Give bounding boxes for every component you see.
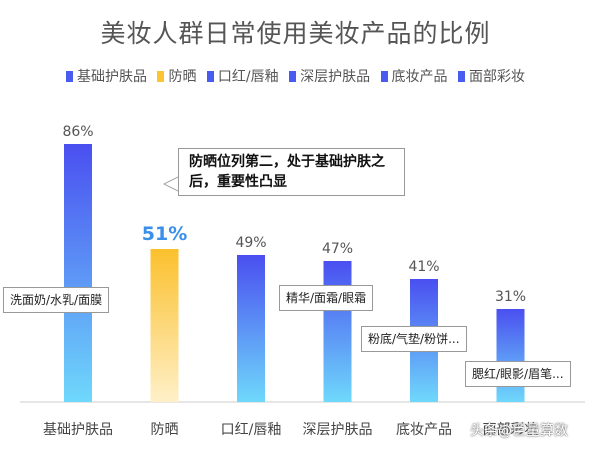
legend-swatch — [157, 71, 165, 82]
legend-item: 面部彩妆 — [457, 66, 525, 86]
category-label-3: 深层护肤品 — [303, 422, 373, 438]
legend-label: 防晒 — [168, 69, 197, 85]
bar-0 — [64, 144, 92, 402]
annotation-base-makeup: 粉底/气垫/粉饼... — [361, 326, 467, 352]
category-label-4: 底妆产品 — [396, 422, 452, 438]
annotation-deep-skincare: 精华/面霜/眼霜 — [279, 285, 374, 311]
legend-item: 基础护肤品 — [66, 66, 147, 86]
category-label-2: 口红/唇釉 — [221, 422, 282, 438]
value-label-2: 49% — [235, 235, 266, 251]
category-label-5: 面部彩妆 — [483, 422, 539, 438]
chart-legend: 基础护肤品 防晒 口红/唇釉 深层护肤品 底妆产品 面部彩妆 — [0, 66, 591, 86]
value-label-4: 41% — [408, 259, 439, 275]
legend-item: 底妆产品 — [380, 66, 448, 86]
legend-item: 口红/唇釉 — [206, 66, 279, 86]
legend-item: 防晒 — [157, 66, 196, 86]
callout-pointer-fill — [165, 177, 179, 191]
legend-label: 口红/唇釉 — [217, 69, 279, 85]
sunscreen-callout: 防晒位列第二，处于基础护肤之后，重要性凸显 — [178, 148, 405, 196]
bar-2 — [237, 255, 265, 402]
legend-label: 底妆产品 — [391, 69, 448, 85]
category-label-1: 防晒 — [151, 422, 179, 438]
legend-swatch — [289, 71, 297, 82]
annotation-face-makeup: 腮红/眼影/眉笔... — [465, 361, 571, 387]
legend-item: 深层护肤品 — [289, 66, 370, 86]
value-label-1: 51% — [142, 223, 187, 245]
category-label-0: 基础护肤品 — [43, 421, 113, 438]
watermark: 头条@巨量算数 — [470, 423, 568, 439]
legend-swatch — [206, 71, 214, 82]
value-label-3: 47% — [322, 241, 353, 257]
value-label-0: 86% — [62, 124, 93, 140]
chart-title: 美妆人群日常使用美妆产品的比例 — [100, 19, 491, 48]
bar-3 — [323, 261, 352, 402]
bar-5 — [496, 309, 525, 402]
value-label-5: 31% — [495, 289, 526, 305]
legend-swatch — [457, 71, 465, 82]
annotation-basic-skincare: 洗面奶/水乳/面膜 — [3, 287, 110, 313]
legend-label: 面部彩妆 — [468, 69, 525, 85]
legend-label: 深层护肤品 — [300, 69, 371, 85]
legend-swatch — [380, 71, 388, 82]
bar-1 — [150, 249, 179, 402]
legend-label: 基础护肤品 — [77, 69, 147, 85]
legend-swatch — [66, 71, 73, 82]
